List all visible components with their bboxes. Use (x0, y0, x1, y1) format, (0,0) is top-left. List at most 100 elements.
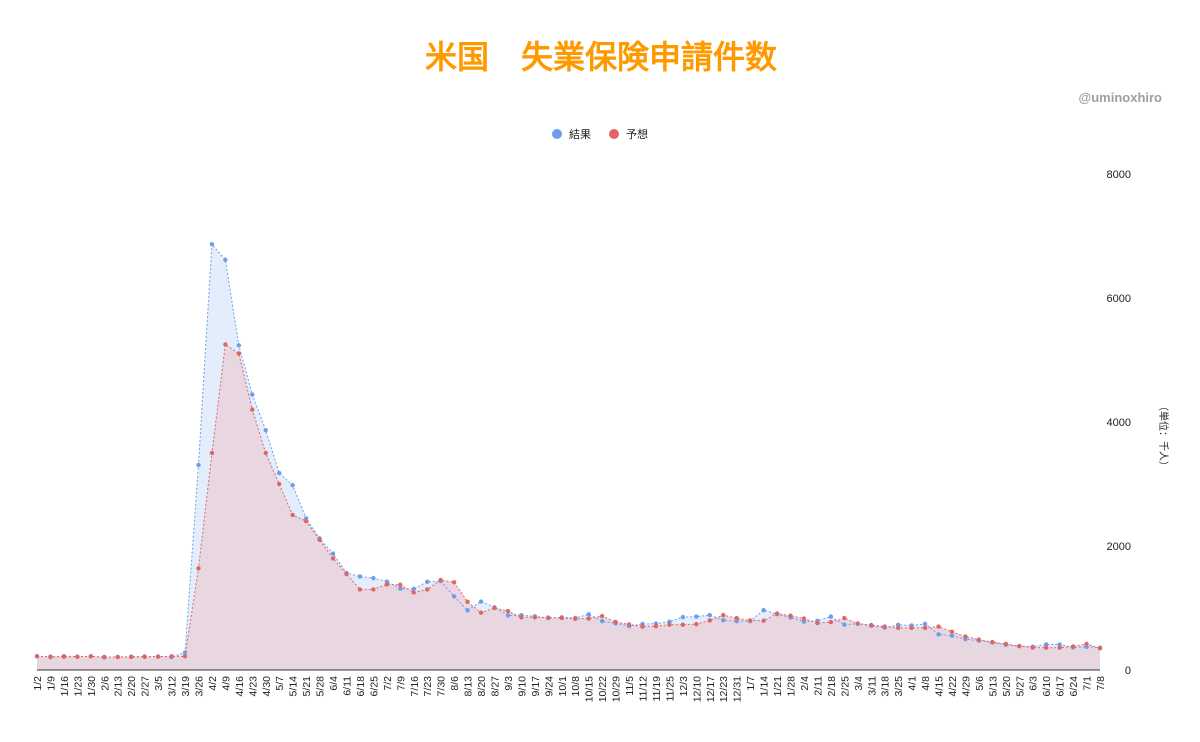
data-point-forecast (586, 616, 591, 621)
data-point-forecast (277, 481, 282, 487)
x-tick-label: 6/17 (1055, 676, 1067, 697)
data-point-forecast (599, 613, 605, 619)
data-point-forecast (734, 616, 739, 621)
data-point-forecast (236, 351, 242, 356)
x-tick-label: 1/14 (759, 676, 771, 697)
data-point-forecast (169, 654, 174, 659)
data-point-actual (842, 622, 847, 627)
data-point-forecast (721, 612, 726, 618)
data-point-forecast (303, 519, 309, 524)
x-tick-label: 2/18 (826, 676, 838, 697)
x-tick-label: 5/14 (288, 676, 300, 697)
x-tick-label: 3/4 (853, 676, 865, 691)
x-tick-label: 1/23 (72, 676, 84, 697)
x-tick-label: 10/29 (611, 676, 623, 702)
x-tick-label: 8/27 (489, 676, 501, 697)
data-point-actual (209, 242, 215, 247)
x-tick-label: 1/7 (745, 676, 757, 691)
x-tick-label: 11/12 (638, 676, 650, 702)
data-point-forecast (815, 620, 820, 626)
data-point-actual (290, 482, 295, 488)
x-tick-label: 4/29 (960, 676, 972, 697)
data-point-forecast (357, 587, 363, 592)
x-tick-label: 6/4 (328, 676, 340, 691)
x-tick-label: 4/15 (934, 676, 946, 697)
series-area-forecast (37, 344, 1100, 670)
data-point-forecast (425, 587, 430, 592)
x-tick-label: 9/24 (543, 676, 555, 697)
x-tick-label: 1/16 (59, 676, 71, 697)
x-tick-label: 6/24 (1068, 676, 1080, 697)
x-tick-label: 2/20 (126, 676, 138, 697)
data-point-forecast (438, 577, 443, 583)
x-tick-label: 2/25 (839, 676, 851, 697)
chart-title: 米国 失業保険申請件数 (425, 38, 778, 76)
x-tick-label: 7/16 (409, 676, 421, 697)
x-tick-label: 1/28 (786, 676, 798, 697)
data-point-actual (586, 612, 591, 617)
x-tick-label: 6/11 (341, 676, 353, 696)
data-point-forecast (707, 618, 712, 623)
data-point-forecast (88, 654, 94, 659)
y-tick-label: 2000 (1107, 541, 1131, 553)
x-tick-label: 7/9 (395, 676, 407, 691)
data-point-actual (236, 343, 242, 348)
x-tick-label: 10/8 (570, 676, 582, 697)
data-point-forecast (492, 605, 497, 611)
x-tick-label: 8/6 (449, 676, 461, 691)
data-point-actual (721, 618, 726, 623)
data-point-forecast (250, 407, 255, 412)
x-tick-label: 4/22 (947, 676, 959, 697)
x-tick-label: 11/25 (664, 676, 676, 702)
data-point-forecast (963, 634, 968, 639)
data-point-forecast (1084, 641, 1089, 647)
x-tick-label: 1/30 (86, 676, 98, 697)
data-point-actual (330, 551, 336, 556)
data-point-forecast (102, 654, 107, 660)
data-point-forecast (290, 512, 295, 518)
x-tick-label: 3/18 (880, 676, 892, 697)
data-point-actual (922, 621, 928, 627)
y-tick-label: 4000 (1107, 417, 1131, 429)
data-point-forecast (34, 654, 40, 659)
x-tick-label: 8/13 (463, 676, 475, 697)
data-point-actual (250, 392, 255, 397)
x-axis: 1/2 1/9 1/16 1/23 1/30 2/6 2/13 2/20 2/27 3/5 3/12… (32, 669, 1107, 702)
data-point-actual (465, 608, 470, 613)
data-point-actual (451, 594, 457, 599)
y-tick-label: 6000 (1107, 293, 1131, 305)
y-tick-label: 8000 (1107, 169, 1131, 181)
data-point-forecast (1017, 643, 1022, 649)
data-point-forecast (774, 611, 780, 616)
data-point-forecast (451, 580, 457, 585)
credit-label: @uminoxhiro (1079, 90, 1163, 105)
data-point-forecast (559, 615, 564, 621)
data-point-forecast (546, 615, 551, 620)
data-point-forecast (478, 610, 484, 615)
data-point-actual (828, 614, 834, 619)
x-tick-label: 4/16 (234, 676, 246, 697)
x-tick-label: 4/2 (207, 676, 219, 691)
x-tick-label: 4/23 (247, 676, 259, 697)
data-point-forecast (196, 566, 201, 571)
x-tick-label: 9/10 (516, 676, 528, 697)
data-point-forecast (747, 618, 753, 623)
y-tick-label: 0 (1125, 665, 1131, 677)
x-tick-label: 11/5 (624, 676, 636, 696)
x-tick-label: 12/3 (678, 676, 690, 697)
x-tick-label: 2/11 (812, 676, 824, 696)
x-tick-label: 7/8 (1095, 676, 1107, 691)
data-point-forecast (613, 619, 618, 625)
x-tick-label: 2/13 (113, 676, 125, 697)
data-point-actual (371, 575, 376, 581)
data-point-forecast (223, 342, 228, 347)
data-point-forecast (465, 599, 470, 604)
x-tick-label: 10/15 (584, 676, 596, 702)
data-point-forecast (384, 582, 390, 587)
legend: 結果 予想 (552, 127, 648, 141)
data-point-forecast (1043, 645, 1049, 650)
data-point-forecast (263, 450, 268, 456)
x-tick-label: 2/4 (799, 676, 811, 691)
x-tick-label: 5/6 (974, 676, 986, 691)
